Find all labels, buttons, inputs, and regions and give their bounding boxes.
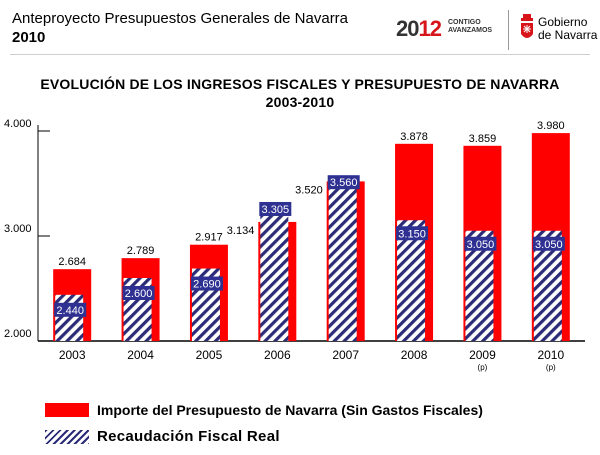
real-value-label: 2.600	[125, 288, 153, 300]
y-tick-label: 2.000	[4, 328, 32, 340]
real-value-label: 3.305	[262, 204, 290, 216]
x-tick-label: 2010	[537, 348, 564, 362]
brand-slogan-line1: CONTIGO	[448, 19, 481, 26]
real-value-box	[464, 236, 497, 251]
x-tick-label: 2003	[59, 348, 86, 362]
real-value-box	[396, 226, 429, 241]
legend-label-budget: Importe del Presupuesto de Navarra (Sin …	[97, 402, 483, 418]
budget-value-label: 3.520	[295, 184, 323, 196]
real-bar	[397, 220, 426, 341]
document-title: Anteproyecto Presupuestos Generales de N…	[12, 10, 349, 27]
budget-value-label: 3.859	[469, 133, 497, 145]
government-name-line2: de Navarra	[538, 28, 598, 42]
legend-swatch-budget	[45, 403, 89, 417]
real-value-box	[190, 276, 223, 291]
y-tick-label: 3.000	[4, 223, 32, 235]
coat-of-arms-icon	[521, 14, 533, 38]
real-value-box	[122, 286, 155, 300]
real-value-box	[532, 236, 565, 251]
real-bar	[260, 203, 289, 341]
budget-value-label: 3.134	[227, 225, 255, 237]
x-tick-label: 2006	[264, 348, 291, 362]
x-tick-note: (p)	[546, 363, 556, 372]
x-tick-label: 2007	[332, 348, 359, 362]
real-value-box	[259, 201, 292, 216]
budget-value-label: 2.789	[127, 245, 155, 257]
real-bar	[55, 294, 84, 341]
x-tick-label: 2008	[401, 348, 428, 362]
government-name-line1: Gobierno	[538, 15, 588, 29]
chart-title-line2: 2003-2010	[265, 94, 335, 110]
real-value-label: 3.560	[330, 177, 358, 189]
x-tick-label: 2005	[196, 348, 223, 362]
chart-title: EVOLUCIÓN DE LOS INGRESOS FISCALES Y PRE…	[0, 75, 600, 111]
brand-year-prefix: 20	[396, 16, 420, 41]
real-value-box	[327, 175, 360, 190]
brand-divider	[508, 10, 509, 50]
real-value-label: 3.050	[467, 239, 495, 251]
government-name: Gobierno de Navarra	[538, 16, 597, 42]
budget-value-label: 2.917	[195, 232, 223, 244]
x-tick-note: (p)	[478, 363, 488, 372]
real-value-box	[54, 302, 87, 317]
real-value-label: 2.440	[56, 305, 84, 317]
x-tick-label: 2004	[127, 348, 154, 362]
x-tick-label: 2009	[469, 348, 496, 362]
brand-slogan-line2: AVANZAMOS	[448, 27, 493, 34]
brand-year-logo: 2012	[396, 16, 442, 42]
brand-year-accent: 12	[418, 16, 442, 41]
legend-swatch-real	[45, 430, 89, 444]
header-divider	[10, 54, 590, 55]
real-bar	[328, 177, 357, 341]
real-value-label: 3.050	[535, 239, 563, 251]
real-value-label: 3.150	[398, 228, 426, 240]
y-tick-label: 4.000	[4, 118, 32, 130]
legend-label-real: Recaudación Fiscal Real	[97, 428, 280, 445]
document-year: 2010	[12, 29, 46, 46]
chart-title-line1: EVOLUCIÓN DE LOS INGRESOS FISCALES Y PRE…	[40, 76, 560, 92]
budget-value-label: 2.684	[58, 256, 86, 268]
budget-value-label: 3.878	[400, 131, 428, 143]
real-value-label: 2.690	[193, 279, 221, 291]
brand-slogan: CONTIGO AVANZAMOS	[448, 19, 492, 35]
budget-value-label: 3.980	[537, 120, 565, 132]
